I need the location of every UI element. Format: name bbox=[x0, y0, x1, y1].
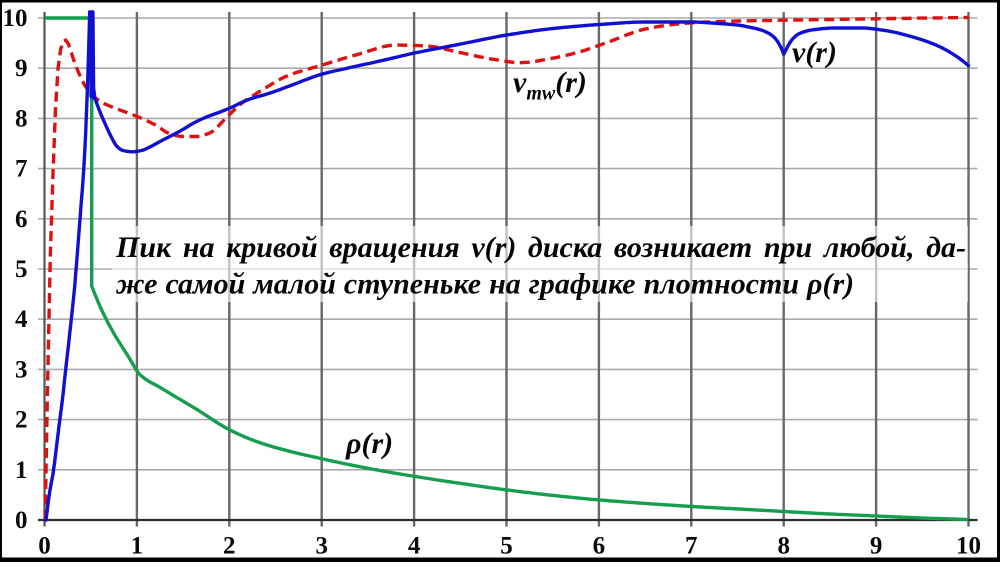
svg-text:7: 7 bbox=[685, 533, 698, 560]
svg-text:v(r): v(r) bbox=[792, 36, 837, 69]
svg-text:10: 10 bbox=[956, 533, 981, 560]
svg-text:5: 5 bbox=[15, 256, 28, 283]
svg-text:ρ(r): ρ(r) bbox=[345, 427, 393, 460]
svg-text:0: 0 bbox=[38, 533, 51, 560]
svg-text:4: 4 bbox=[408, 533, 421, 560]
svg-text:4: 4 bbox=[15, 306, 28, 333]
svg-text:0: 0 bbox=[15, 507, 28, 534]
svg-text:8: 8 bbox=[15, 105, 28, 132]
svg-text:9: 9 bbox=[870, 533, 883, 560]
svg-text:6: 6 bbox=[15, 206, 28, 233]
svg-text:9: 9 bbox=[15, 55, 28, 82]
svg-text:2: 2 bbox=[15, 407, 28, 434]
svg-text:3: 3 bbox=[315, 533, 328, 560]
svg-text:6: 6 bbox=[593, 533, 606, 560]
svg-text:1: 1 bbox=[15, 457, 28, 484]
svg-text:10: 10 bbox=[3, 5, 28, 32]
svg-text:Пик на кривой вращения v(r) ди: Пик на кривой вращения v(r) диска возник… bbox=[115, 231, 966, 264]
svg-text:же самой малой ступеньке на гр: же самой малой ступеньке на графике плот… bbox=[115, 268, 854, 301]
svg-text:8: 8 bbox=[777, 533, 790, 560]
svg-text:1: 1 bbox=[131, 533, 144, 560]
svg-text:3: 3 bbox=[15, 356, 28, 383]
svg-text:vmw(r): vmw(r) bbox=[513, 66, 587, 105]
svg-text:7: 7 bbox=[15, 156, 28, 183]
svg-text:5: 5 bbox=[500, 533, 513, 560]
svg-text:2: 2 bbox=[223, 533, 236, 560]
